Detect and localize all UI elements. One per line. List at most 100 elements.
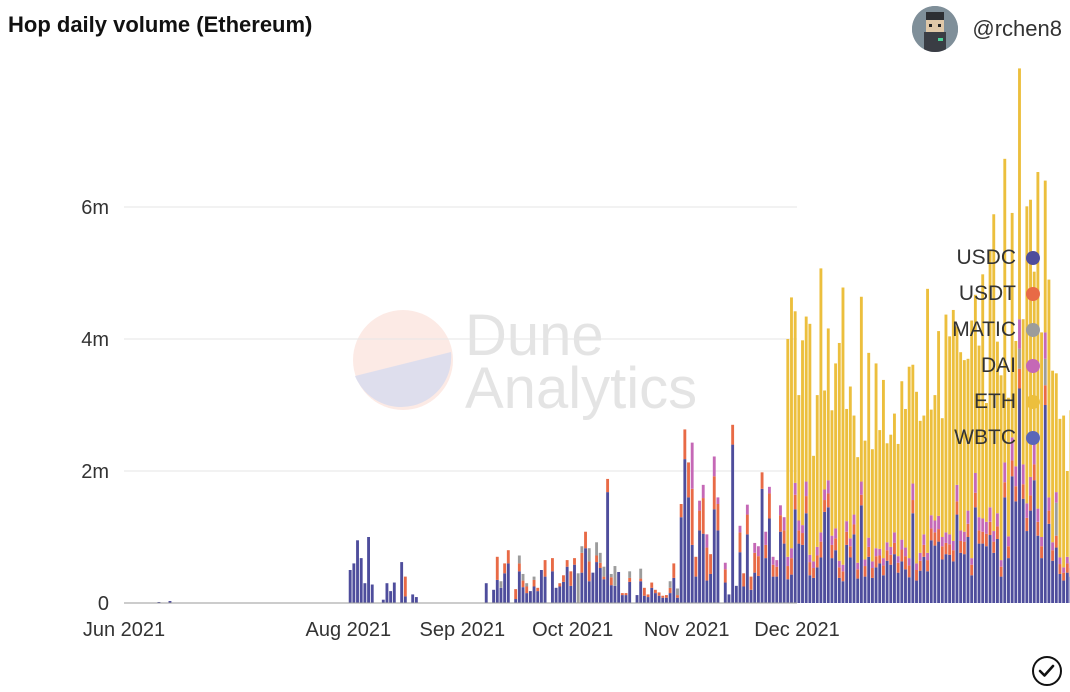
bar-segment-usdt[interactable] bbox=[970, 564, 974, 576]
bar-segment-dai[interactable] bbox=[1051, 542, 1055, 551]
bar-segment-usdc[interactable] bbox=[539, 570, 543, 603]
bar-segment-usdc[interactable] bbox=[698, 530, 701, 603]
bar-segment-usdc[interactable] bbox=[815, 567, 819, 603]
bar-segment-usdt[interactable] bbox=[1058, 564, 1062, 574]
bar-segment-dai[interactable] bbox=[830, 535, 834, 545]
bar-segment-usdc[interactable] bbox=[484, 583, 488, 603]
bar-segment-usdc[interactable] bbox=[389, 591, 393, 603]
bar-segment-usdc[interactable] bbox=[756, 575, 760, 603]
bar-segment-usdt[interactable] bbox=[620, 593, 624, 596]
bar-segment-usdc[interactable] bbox=[609, 585, 613, 603]
bar-segment-eth[interactable] bbox=[1036, 172, 1040, 509]
bar-segment-usdt[interactable] bbox=[845, 531, 849, 545]
bar-segment-usdc[interactable] bbox=[1036, 535, 1040, 603]
bar-segment-usdc[interactable] bbox=[356, 540, 359, 603]
bar-segment-eth[interactable] bbox=[959, 352, 963, 531]
bar-segment-usdc[interactable] bbox=[591, 572, 595, 603]
bar-segment-usdc[interactable] bbox=[834, 550, 838, 603]
bar-segment-usdc[interactable] bbox=[863, 576, 867, 603]
bar-segment-dai[interactable] bbox=[775, 560, 779, 567]
bar-segment-usdt[interactable] bbox=[650, 582, 654, 588]
bar-segment-usdt[interactable] bbox=[973, 492, 977, 508]
bar-segment-usdc[interactable] bbox=[1051, 560, 1055, 603]
bar-segment-dai[interactable] bbox=[944, 532, 948, 543]
bar-segment-eth[interactable] bbox=[995, 341, 999, 514]
bar-segment-usdt[interactable] bbox=[749, 576, 753, 590]
bar-segment-usdt[interactable] bbox=[874, 556, 878, 568]
bar-segment-dai[interactable] bbox=[1025, 503, 1029, 518]
bar-segment-dai[interactable] bbox=[1054, 492, 1058, 503]
bar-segment-usdc[interactable] bbox=[940, 559, 944, 603]
bar-segment-usdc[interactable] bbox=[528, 591, 532, 603]
bar-segment-usdc[interactable] bbox=[848, 557, 852, 603]
bar-segment-dai[interactable] bbox=[812, 561, 815, 569]
bar-segment-usdc[interactable] bbox=[745, 534, 749, 603]
bar-segment-usdt[interactable] bbox=[955, 501, 959, 515]
bar-segment-dai[interactable] bbox=[790, 548, 793, 559]
bar-segment-usdt[interactable] bbox=[1010, 460, 1014, 477]
bar-segment-usdc[interactable] bbox=[650, 587, 654, 603]
bar-segment-usdt[interactable] bbox=[819, 541, 823, 558]
bar-segment-matic[interactable] bbox=[639, 568, 643, 579]
bar-segment-dai[interactable] bbox=[881, 558, 885, 566]
bar-segment-usdt[interactable] bbox=[698, 510, 701, 531]
bar-segment-usdt[interactable] bbox=[709, 554, 713, 574]
bar-segment-usdt[interactable] bbox=[661, 595, 665, 598]
bar-segment-dai[interactable] bbox=[929, 515, 933, 529]
bar-segment-dai[interactable] bbox=[970, 558, 974, 565]
bar-segment-usdt[interactable] bbox=[786, 566, 790, 580]
bar-segment-usdc[interactable] bbox=[1054, 547, 1058, 603]
bar-segment-dai[interactable] bbox=[716, 497, 720, 504]
bar-segment-usdt[interactable] bbox=[977, 530, 981, 544]
bar-segment-eth[interactable] bbox=[885, 443, 889, 543]
bar-segment-eth[interactable] bbox=[870, 449, 874, 562]
bar-segment-usdc[interactable] bbox=[624, 595, 628, 603]
bar-segment-usdt[interactable] bbox=[915, 570, 918, 581]
bar-segment-usdt[interactable] bbox=[690, 488, 694, 545]
bar-segment-dai[interactable] bbox=[940, 537, 944, 547]
bar-segment-usdt[interactable] bbox=[573, 558, 576, 565]
bar-segment-usdc[interactable] bbox=[352, 563, 356, 603]
bar-segment-usdc[interactable] bbox=[933, 545, 937, 603]
bar-segment-dai[interactable] bbox=[1058, 557, 1062, 565]
bar-segment-usdt[interactable] bbox=[551, 558, 554, 572]
bar-segment-usdt[interactable] bbox=[716, 504, 720, 531]
bar-segment-usdc[interactable] bbox=[348, 570, 352, 603]
bar-segment-dai[interactable] bbox=[859, 481, 863, 495]
bar-segment-dai[interactable] bbox=[1065, 556, 1069, 564]
bar-segment-usdc[interactable] bbox=[812, 577, 815, 603]
bar-segment-usdt[interactable] bbox=[878, 555, 882, 564]
bar-segment-usdc[interactable] bbox=[1003, 497, 1007, 603]
bar-segment-usdc[interactable] bbox=[1029, 510, 1032, 603]
bar-segment-dai[interactable] bbox=[995, 513, 999, 527]
bar-segment-usdc[interactable] bbox=[690, 544, 694, 603]
bar-segment-usdt[interactable] bbox=[514, 589, 518, 600]
bar-segment-usdt[interactable] bbox=[900, 549, 904, 562]
bar-segment-usdc[interactable] bbox=[1018, 388, 1021, 604]
bar-segment-usdc[interactable] bbox=[904, 569, 907, 603]
bar-segment-eth[interactable] bbox=[907, 366, 911, 559]
bar-segment-usdc[interactable] bbox=[859, 505, 863, 603]
avatar[interactable] bbox=[912, 6, 959, 52]
legend-item-usdc[interactable]: USDC bbox=[930, 240, 1040, 276]
bar-segment-dai[interactable] bbox=[988, 507, 992, 522]
bar-segment-usdc[interactable] bbox=[738, 552, 742, 603]
bar-segment-usdc[interactable] bbox=[517, 571, 521, 603]
bar-segment-usdt[interactable] bbox=[1062, 572, 1066, 581]
bar-segment-usdt[interactable] bbox=[951, 550, 955, 562]
bar-segment-eth[interactable] bbox=[856, 457, 860, 563]
bar-segment-matic[interactable] bbox=[576, 573, 580, 603]
bar-segment-usdc[interactable] bbox=[587, 581, 591, 603]
bar-segment-usdt[interactable] bbox=[1025, 517, 1029, 532]
bar-segment-usdt[interactable] bbox=[981, 531, 985, 544]
bar-segment-dai[interactable] bbox=[1032, 443, 1036, 465]
bar-segment-dai[interactable] bbox=[999, 560, 1003, 567]
bar-segment-usdc[interactable] bbox=[922, 556, 926, 603]
bar-segment-usdt[interactable] bbox=[779, 515, 782, 532]
bar-segment-eth[interactable] bbox=[793, 311, 797, 483]
bar-segment-dai[interactable] bbox=[701, 484, 705, 499]
bar-segment-usdc[interactable] bbox=[959, 552, 963, 603]
bar-segment-usdc[interactable] bbox=[804, 513, 808, 603]
bar-segment-eth[interactable] bbox=[867, 352, 871, 538]
bar-segment-dai[interactable] bbox=[955, 484, 959, 502]
